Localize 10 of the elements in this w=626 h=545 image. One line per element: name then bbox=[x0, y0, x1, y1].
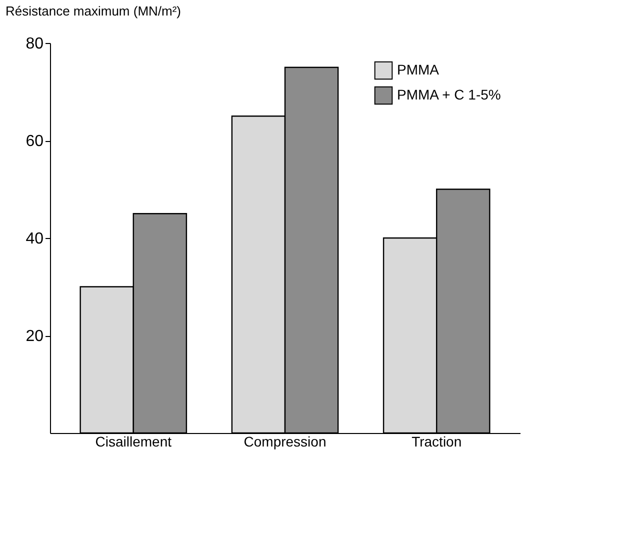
legend-label: PMMA bbox=[397, 62, 440, 78]
x-tick-label: Traction bbox=[412, 434, 462, 450]
y-tick-label: 20 bbox=[26, 328, 44, 345]
y-tick-label: 60 bbox=[26, 133, 44, 150]
y-tick-label: 40 bbox=[26, 230, 44, 248]
y-tick-label: 80 bbox=[26, 36, 44, 52]
y-axis-title: Résistance maximum (MN/m²) bbox=[6, 4, 182, 18]
x-tick-label: Compression bbox=[244, 434, 326, 450]
x-tick-label: Cisaillement bbox=[95, 434, 172, 450]
legend-label: PMMA + C 1-5% bbox=[397, 86, 501, 102]
